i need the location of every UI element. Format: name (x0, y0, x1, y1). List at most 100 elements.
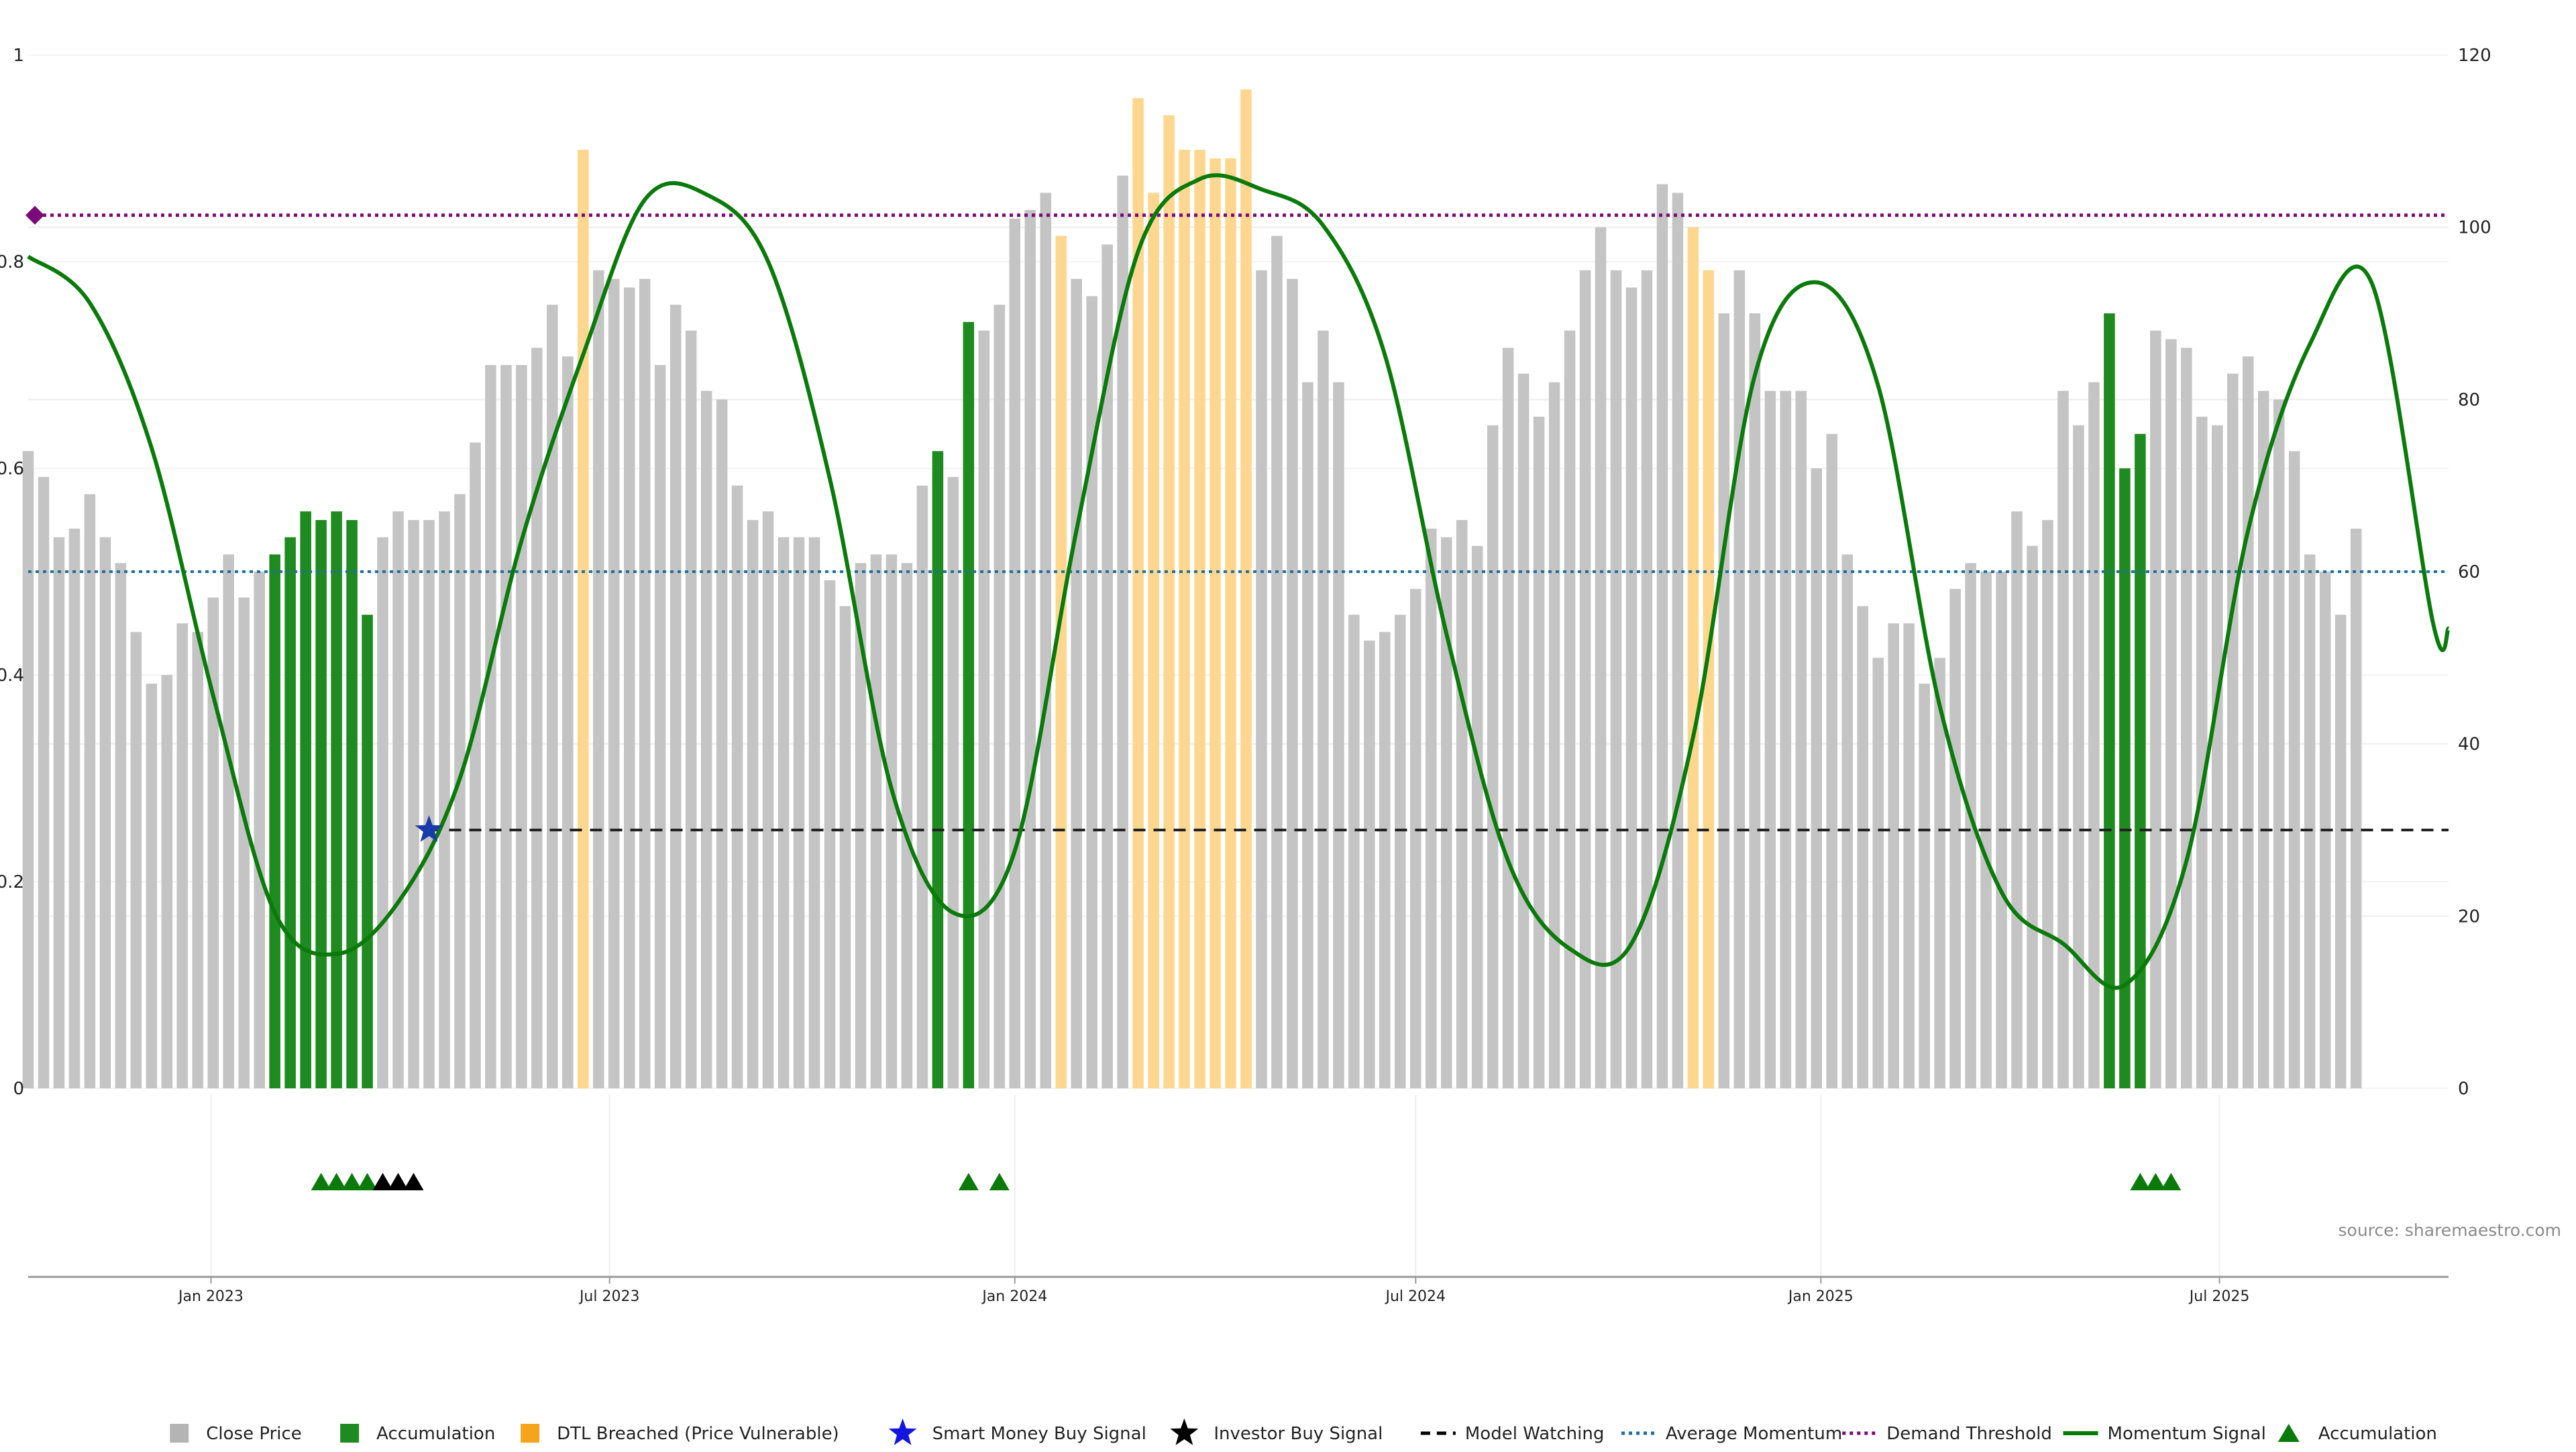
bar-28 (454, 494, 466, 1088)
bar-116 (1811, 468, 1823, 1088)
bar-62 (978, 330, 990, 1089)
bar-35 (562, 356, 574, 1088)
bar-25 (408, 520, 419, 1088)
bar-129 (2011, 511, 2023, 1088)
bar-109 (1703, 270, 1715, 1088)
accumulation-marker-0 (311, 1173, 331, 1190)
bar-5 (99, 537, 111, 1088)
left-axis-tick-1: 0.2 (0, 872, 24, 892)
investor-buy-marker-0 (372, 1173, 393, 1190)
investor-buy-marker-2 (403, 1173, 424, 1190)
bar-150 (2334, 615, 2347, 1088)
bar-75 (1179, 150, 1190, 1089)
bar-71 (1117, 175, 1128, 1089)
bar-40 (639, 278, 651, 1089)
bar-142 (2212, 425, 2223, 1088)
bar-96 (1502, 348, 1514, 1089)
bar-117 (1826, 433, 1838, 1088)
right-axis-tick-0: 0 (2458, 1079, 2469, 1099)
bar-141 (2196, 417, 2208, 1088)
bar-47 (747, 520, 759, 1088)
bar-131 (2042, 520, 2053, 1088)
x-tick-label-0: Jan 2023 (177, 1288, 244, 1305)
bar-18 (300, 511, 311, 1088)
bar-57 (901, 563, 913, 1088)
grid-layer (28, 54, 2449, 1277)
bar-21 (346, 520, 358, 1088)
right-axis-tick-2: 40 (2458, 735, 2480, 755)
source-note: source: sharemaestro.com (2339, 1221, 2562, 1240)
bar-44 (700, 391, 712, 1088)
bar-69 (1086, 296, 1097, 1088)
legend: Close Price Accumulation DTL Breached (Pri… (170, 1418, 2437, 1445)
bar-12 (207, 597, 219, 1088)
bar-66 (1040, 193, 1052, 1088)
right-axis-tick-4: 80 (2458, 390, 2480, 410)
bar-31 (500, 365, 512, 1088)
legend-label-6: Average Momentum (1666, 1424, 1842, 1444)
legend-swatch-9 (2277, 1424, 2300, 1442)
bar-136 (2119, 468, 2131, 1088)
bar-76 (1194, 150, 1205, 1089)
bar-61 (963, 321, 975, 1088)
bar-137 (2135, 433, 2146, 1088)
bar-140 (2181, 348, 2192, 1089)
bar-58 (916, 485, 928, 1088)
bar-65 (1024, 210, 1036, 1088)
bar-92 (1440, 537, 1452, 1088)
bar-97 (1517, 373, 1529, 1089)
bar-13 (223, 554, 235, 1088)
bar-104 (1625, 287, 1638, 1088)
legend-item-5: Model Watching (1420, 1424, 1604, 1444)
bar-39 (623, 287, 635, 1088)
bar-26 (423, 520, 435, 1088)
bar-27 (439, 511, 450, 1088)
bar-83 (1302, 382, 1313, 1088)
accumulation-marker-7 (2145, 1173, 2166, 1190)
bar-112 (1749, 313, 1761, 1088)
bar-94 (1471, 546, 1483, 1088)
x-tick-label-4: Jan 2025 (1787, 1288, 1854, 1305)
bar-111 (1733, 270, 1746, 1088)
bar-105 (1641, 270, 1653, 1088)
bar-84 (1318, 330, 1329, 1089)
bar-151 (2350, 528, 2362, 1088)
legend-item-9: Accumulation (2277, 1424, 2437, 1444)
right-axis-tick-5: 100 (2458, 218, 2491, 238)
bar-114 (1780, 391, 1792, 1088)
legend-label-0: Close Price (206, 1424, 302, 1444)
bar-146 (2273, 399, 2285, 1089)
x-tick-label-2: Jan 2024 (981, 1288, 1047, 1305)
bar-30 (485, 365, 496, 1088)
bar-118 (1841, 554, 1854, 1088)
investor-buy-marker-1 (388, 1173, 409, 1190)
bar-78 (1225, 158, 1236, 1088)
bar-17 (284, 537, 296, 1088)
bar-63 (994, 305, 1006, 1089)
bar-42 (669, 305, 682, 1089)
bar-52 (824, 580, 836, 1088)
bar-93 (1456, 520, 1468, 1088)
legend-item-4: Investor Buy Signal (1170, 1418, 1383, 1445)
legend-label-1: Accumulation (376, 1424, 495, 1444)
legend-item-1: Accumulation (340, 1424, 495, 1444)
bar-9 (161, 675, 173, 1088)
bar-70 (1102, 244, 1113, 1088)
left-axis-tick-5: 1 (13, 46, 24, 66)
demand-threshold-marker (25, 205, 44, 225)
left-axis-tick-3: 0.6 (0, 459, 24, 479)
bar-4 (84, 494, 96, 1088)
legend-swatch-3 (888, 1418, 917, 1445)
legend-label-9: Accumulation (2318, 1424, 2437, 1444)
legend-item-8: Momentum Signal (2063, 1424, 2266, 1444)
bar-115 (1795, 391, 1807, 1088)
bar-34 (547, 305, 558, 1089)
legend-swatch-2 (521, 1424, 540, 1443)
bar-91 (1425, 528, 1437, 1088)
markers-layer (311, 815, 2182, 1190)
bar-7 (130, 631, 142, 1088)
bar-95 (1487, 425, 1499, 1088)
bar-79 (1240, 89, 1252, 1088)
